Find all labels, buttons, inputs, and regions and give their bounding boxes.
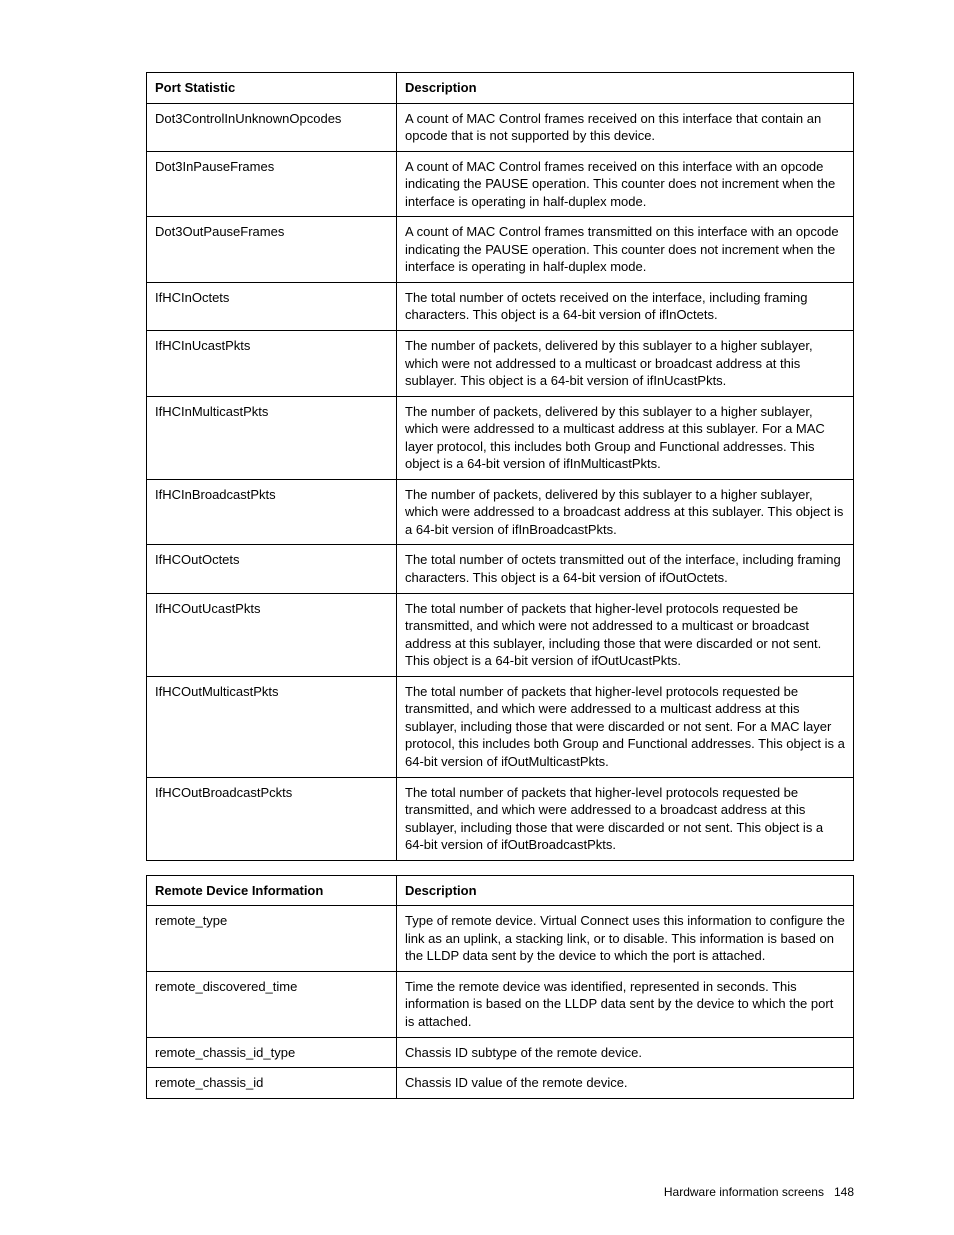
cell-statistic: IfHCOutUcastPkts <box>147 593 397 676</box>
footer-page-number: 148 <box>834 1185 854 1199</box>
table-row: IfHCOutBroadcastPckts The total number o… <box>147 777 854 860</box>
cell-description: The number of packets, delivered by this… <box>397 396 854 479</box>
cell-statistic: IfHCInOctets <box>147 282 397 330</box>
cell-description: The total number of octets received on t… <box>397 282 854 330</box>
cell-statistic: IfHCInMulticastPkts <box>147 396 397 479</box>
cell-statistic: remote_chassis_id_type <box>147 1037 397 1068</box>
cell-description: The number of packets, delivered by this… <box>397 479 854 545</box>
table-row: IfHCInMulticastPkts The number of packet… <box>147 396 854 479</box>
header-description: Description <box>397 73 854 104</box>
table-row: IfHCOutOctets The total number of octets… <box>147 545 854 593</box>
cell-description: The total number of octets transmitted o… <box>397 545 854 593</box>
table-row: IfHCInUcastPkts The number of packets, d… <box>147 331 854 397</box>
cell-statistic: IfHCOutOctets <box>147 545 397 593</box>
table-row: Dot3OutPauseFrames A count of MAC Contro… <box>147 217 854 283</box>
cell-statistic: IfHCOutMulticastPkts <box>147 676 397 777</box>
header-remote-device-information: Remote Device Information <box>147 875 397 906</box>
cell-description: The total number of packets that higher-… <box>397 777 854 860</box>
remote-device-table: Remote Device Information Description re… <box>146 875 854 1099</box>
table-row: remote_discovered_time Time the remote d… <box>147 971 854 1037</box>
header-port-statistic: Port Statistic <box>147 73 397 104</box>
table-header-row: Remote Device Information Description <box>147 875 854 906</box>
table-row: Dot3ControlInUnknownOpcodes A count of M… <box>147 103 854 151</box>
table-row: remote_chassis_id Chassis ID value of th… <box>147 1068 854 1099</box>
port-statistic-table: Port Statistic Description Dot3ControlIn… <box>146 72 854 861</box>
table-row: IfHCOutMulticastPkts The total number of… <box>147 676 854 777</box>
page-container: Port Statistic Description Dot3ControlIn… <box>0 0 954 1235</box>
cell-statistic: Dot3InPauseFrames <box>147 151 397 217</box>
table-row: remote_type Type of remote device. Virtu… <box>147 906 854 972</box>
cell-description: A count of MAC Control frames transmitte… <box>397 217 854 283</box>
header-description: Description <box>397 875 854 906</box>
cell-description: A count of MAC Control frames received o… <box>397 103 854 151</box>
cell-statistic: Dot3OutPauseFrames <box>147 217 397 283</box>
cell-statistic: IfHCInBroadcastPkts <box>147 479 397 545</box>
cell-description: A count of MAC Control frames received o… <box>397 151 854 217</box>
cell-statistic: Dot3ControlInUnknownOpcodes <box>147 103 397 151</box>
table-header-row: Port Statistic Description <box>147 73 854 104</box>
table-row: remote_chassis_id_type Chassis ID subtyp… <box>147 1037 854 1068</box>
cell-statistic: remote_chassis_id <box>147 1068 397 1099</box>
footer-section-title: Hardware information screens <box>664 1185 824 1199</box>
cell-description: The number of packets, delivered by this… <box>397 331 854 397</box>
page-footer: Hardware information screens 148 <box>664 1185 854 1199</box>
cell-statistic: IfHCOutBroadcastPckts <box>147 777 397 860</box>
cell-description: Chassis ID subtype of the remote device. <box>397 1037 854 1068</box>
cell-statistic: remote_type <box>147 906 397 972</box>
table-row: IfHCInBroadcastPkts The number of packet… <box>147 479 854 545</box>
cell-description: The total number of packets that higher-… <box>397 593 854 676</box>
cell-description: The total number of packets that higher-… <box>397 676 854 777</box>
cell-description: Time the remote device was identified, r… <box>397 971 854 1037</box>
cell-description: Type of remote device. Virtual Connect u… <box>397 906 854 972</box>
cell-statistic: remote_discovered_time <box>147 971 397 1037</box>
table-row: IfHCOutUcastPkts The total number of pac… <box>147 593 854 676</box>
table-row: Dot3InPauseFrames A count of MAC Control… <box>147 151 854 217</box>
cell-description: Chassis ID value of the remote device. <box>397 1068 854 1099</box>
table-row: IfHCInOctets The total number of octets … <box>147 282 854 330</box>
cell-statistic: IfHCInUcastPkts <box>147 331 397 397</box>
